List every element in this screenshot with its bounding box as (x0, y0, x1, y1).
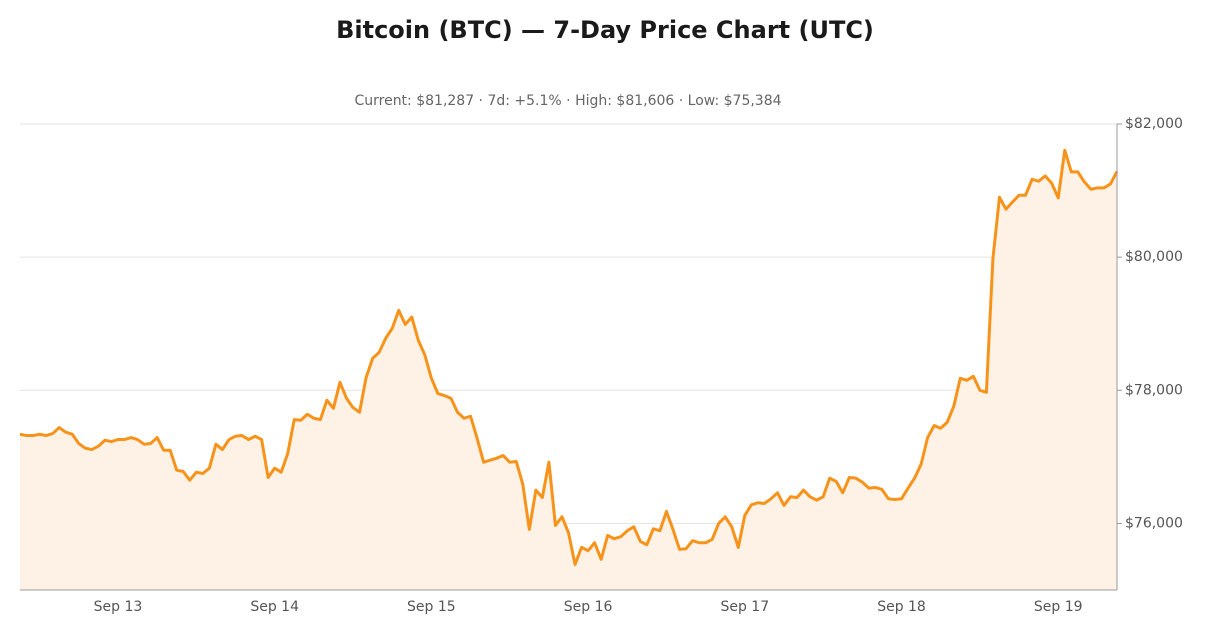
x-tick-label: Sep 17 (720, 599, 769, 615)
x-tick-label: Sep 13 (94, 599, 143, 615)
x-tick-label: Sep 16 (564, 599, 613, 615)
chart-title: Bitcoin (BTC) — 7-Day Price Chart (UTC) (336, 16, 874, 44)
plot-area (19, 148, 1119, 591)
x-tick-label: Sep 18 (877, 599, 926, 615)
x-tick-label: Sep 14 (250, 599, 299, 615)
x-tick-label: Sep 19 (1034, 599, 1083, 615)
y-tick-label: $80,000 (1125, 249, 1183, 265)
y-tick-label: $76,000 (1125, 515, 1183, 531)
x-tick-label: Sep 15 (407, 599, 456, 615)
price-line (19, 148, 1119, 566)
y-tick-label: $78,000 (1125, 382, 1183, 398)
labels: $76,000 $78,000 $80,000 $82,000 Sep 13 Sep 14… (94, 116, 1183, 615)
area (20, 150, 1117, 591)
chart-subtitle: Current: $81,287 · 7d: +5.1% · High: $81… (354, 93, 781, 109)
y-tick-label: $82,000 (1125, 116, 1183, 132)
